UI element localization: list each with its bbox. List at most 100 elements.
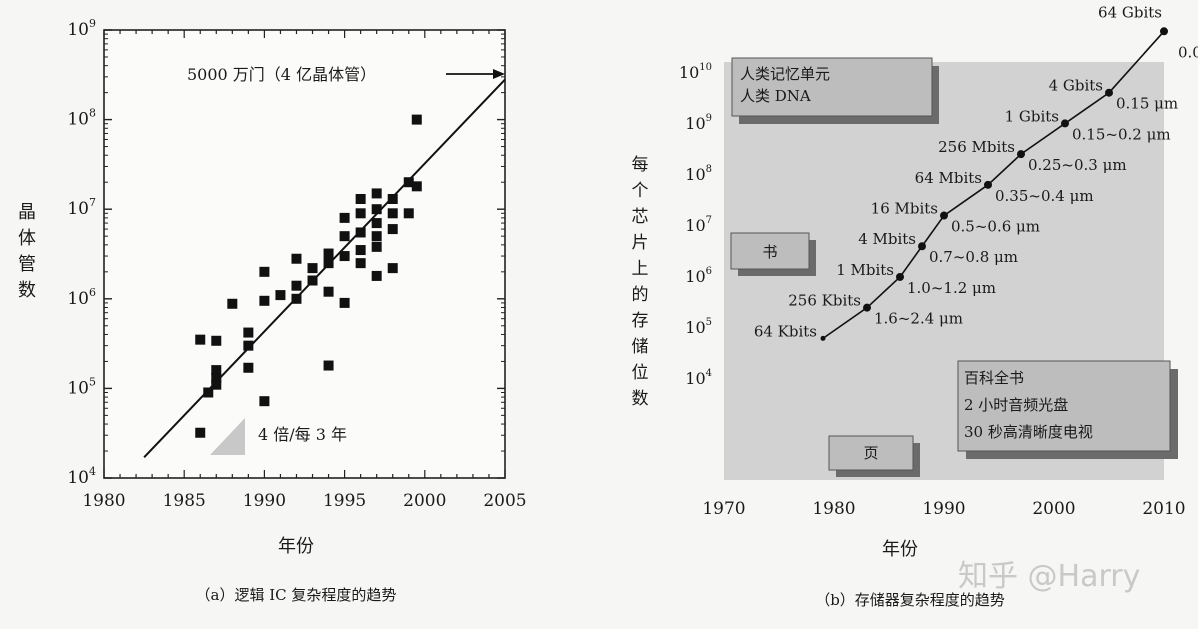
data-point: [355, 258, 366, 269]
caption-b: （b）存储器复杂程度的趋势: [815, 591, 1005, 609]
data-point: [820, 335, 826, 341]
point-labels: 64 Kbits 256 Kbits 1.6~2.4 μm 1 Mbits 1.0~1.…: [754, 3, 1198, 340]
data-point: [387, 208, 398, 219]
capacity-label: 64 Kbits: [754, 322, 817, 340]
x-tick-label: 2005: [483, 491, 526, 511]
y-tick-label: 1010: [679, 62, 712, 82]
data-point: [323, 248, 334, 259]
data-point: [307, 263, 318, 274]
x-tick-label: 1990: [922, 499, 965, 519]
y-label-char: 片: [632, 233, 649, 253]
process-label: 0.7~0.8 μm: [929, 248, 1018, 266]
x-tick-label: 1970: [702, 499, 745, 519]
data-point: [984, 180, 992, 189]
process-label: 0.15 μm: [1116, 95, 1178, 113]
y-label-char: 数: [18, 280, 36, 301]
watermark: 知乎 @Harry: [958, 559, 1140, 594]
data-point: [323, 258, 334, 269]
data-point: [307, 275, 318, 286]
data-point: [355, 193, 366, 204]
y-tick-exponent: 4: [89, 465, 96, 478]
x-tick-label: 1980: [812, 499, 855, 519]
data-point: [1017, 150, 1025, 159]
data-point: [243, 362, 254, 373]
capacity-label: 64 Mbits: [915, 169, 982, 187]
box-line: 书: [762, 243, 777, 261]
data-point: [195, 334, 206, 345]
y-tick-exponent: 7: [89, 196, 96, 209]
plot-frame: [103, 29, 506, 479]
data-point: [339, 212, 350, 223]
y-tick-label: 106: [685, 266, 712, 286]
data-point: [339, 297, 350, 308]
y-tick-exponent: 4: [706, 368, 712, 379]
y-tick-label: 107: [685, 215, 712, 235]
y-axis-label: 晶体管数: [18, 202, 36, 301]
data-point: [339, 251, 350, 262]
box-line: 30 秒高清晰度电视: [964, 423, 1093, 441]
y-label-char: 管: [18, 254, 36, 275]
series-line: [822, 30, 1165, 340]
y-tick-label: 108: [685, 164, 712, 184]
capacity-label: 4 Gbits: [1049, 77, 1103, 95]
y-label-char: 每: [632, 155, 649, 175]
box-encyclopedia: 百科全书 2 小时音频光盘 30 秒高清晰度电视: [957, 360, 1178, 459]
data-point: [355, 227, 366, 238]
data-point: [940, 211, 948, 220]
y-tick-exponent: 5: [706, 317, 712, 328]
y-tick-label: 107: [67, 196, 96, 219]
data-point: [211, 365, 222, 376]
process-label: 1.6~2.4 μm: [874, 310, 963, 328]
data-point: [275, 290, 286, 301]
data-point: [371, 188, 382, 199]
data-point: [403, 208, 414, 219]
capacity-label: 256 Kbits: [788, 292, 861, 310]
y-tick-label: 104: [67, 465, 96, 488]
data-point: [411, 181, 422, 192]
data-point: [411, 114, 422, 125]
process-label: 0.25~0.3 μm: [1028, 156, 1127, 174]
arrow-head: [493, 69, 505, 79]
box-book: 书: [730, 232, 816, 276]
process-label: 0.08 μm: [1178, 43, 1198, 61]
y-tick-exponent: 9: [89, 17, 96, 30]
y-label-char: 晶: [18, 202, 36, 223]
box-line: 人类 DNA: [740, 87, 811, 105]
capacity-label: 4 Mbits: [858, 230, 916, 248]
data-point: [203, 387, 214, 398]
y-label-char: 数: [632, 389, 649, 409]
y-label-char: 位: [632, 363, 649, 383]
data-point: [227, 298, 238, 309]
box-page: 页: [828, 435, 920, 477]
y-tick-label: 104: [685, 368, 712, 388]
y-label-char: 存: [632, 311, 649, 331]
data-point: [387, 263, 398, 274]
data-point: [259, 396, 270, 407]
data-point: [195, 427, 206, 438]
data-point: [323, 286, 334, 297]
box-line: 人类记忆单元: [740, 65, 830, 83]
x-axis-label: 年份: [278, 536, 314, 557]
data-point: [863, 303, 871, 312]
process-label: 1.0~1.2 μm: [907, 279, 996, 297]
y-tick-exponent: 7: [706, 215, 712, 226]
data-point: [339, 231, 350, 242]
data-point: [371, 231, 382, 242]
data-point: [371, 241, 382, 252]
trend-annotation: 5000 万门（4 亿晶体管）: [187, 65, 376, 84]
x-tick-label: 2000: [1032, 499, 1075, 519]
data-point: [355, 245, 366, 256]
x-tick-label: 2010: [1142, 499, 1185, 519]
data-point: [323, 360, 334, 371]
x-axis-ticks: 1970 1980 1990 2000 2010: [702, 499, 1185, 519]
data-point: [259, 266, 270, 277]
data-point: [1160, 27, 1168, 36]
box-line: 页: [863, 444, 878, 462]
data-points: [820, 27, 1168, 341]
data-point: [387, 224, 398, 235]
capacity-label: 256 Mbits: [938, 138, 1015, 156]
y-tick-label: 106: [67, 286, 96, 309]
data-point: [1061, 119, 1069, 128]
